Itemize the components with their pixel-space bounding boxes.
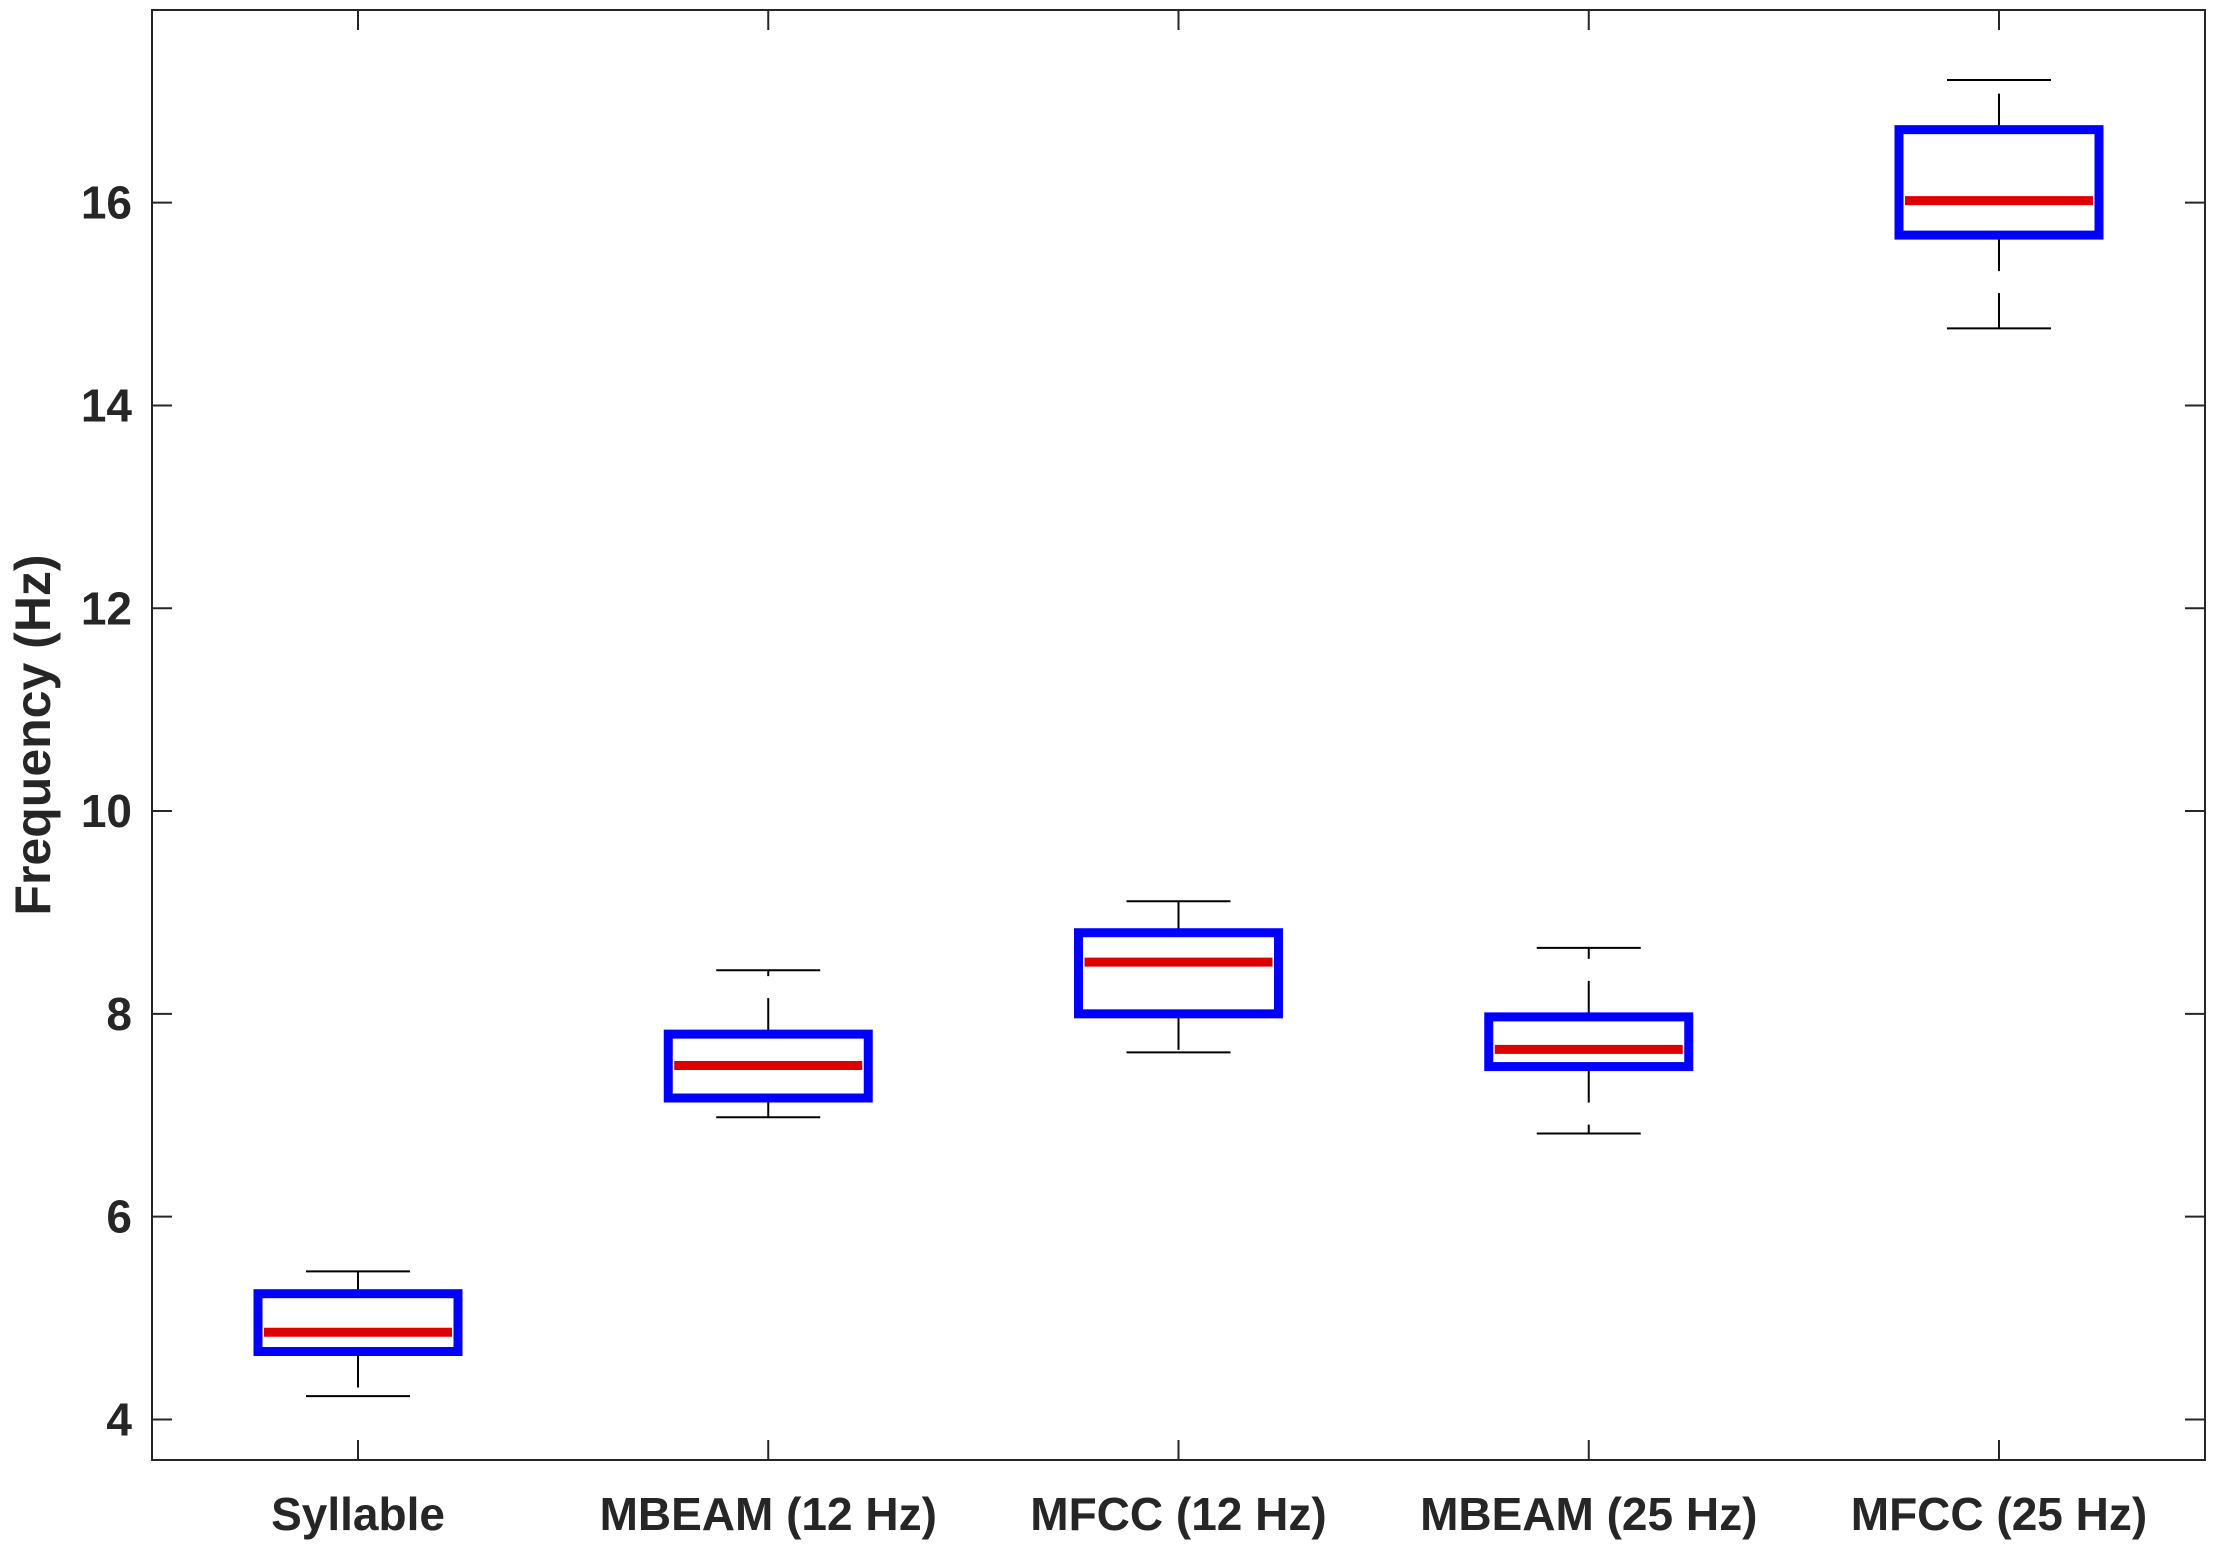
- y-tick-label: 8: [106, 988, 132, 1040]
- boxes-layer: [253, 78, 2104, 1398]
- box-4: [1484, 946, 1694, 1135]
- box-1: [253, 1270, 463, 1398]
- box-3: [1074, 900, 1283, 1054]
- x-tick-label: Syllable: [271, 1488, 445, 1540]
- box-2: [663, 969, 873, 1119]
- x-tick-labels: Syllable MBEAM (12 Hz) MFCC (12 Hz) MBEAM (…: [271, 1488, 2147, 1540]
- y-tick-label: 10: [81, 785, 132, 837]
- y-tick-label: 12: [81, 582, 132, 634]
- box-5: [1894, 78, 2104, 330]
- x-tick-label: MFCC (12 Hz): [1030, 1488, 1326, 1540]
- y-tick-label: 14: [81, 379, 133, 431]
- x-tick-label: MBEAM (25 Hz): [1420, 1488, 1757, 1540]
- axis-ticks: [152, 10, 2205, 1460]
- box-iqr: [1484, 1012, 1694, 1072]
- box-iqr: [253, 1289, 463, 1357]
- x-tick-label: MFCC (25 Hz): [1851, 1488, 2147, 1540]
- y-tick-labels: 4 6 8 10 12 14 16: [81, 177, 133, 1446]
- box-iqr: [1894, 125, 2104, 240]
- y-axis-label: Frequency (Hz): [5, 554, 61, 915]
- x-tick-label: MBEAM (12 Hz): [600, 1488, 937, 1540]
- box-iqr: [1074, 928, 1283, 1019]
- y-tick-label: 16: [81, 177, 132, 229]
- y-tick-label: 6: [106, 1191, 132, 1243]
- y-tick-label: 4: [106, 1393, 132, 1445]
